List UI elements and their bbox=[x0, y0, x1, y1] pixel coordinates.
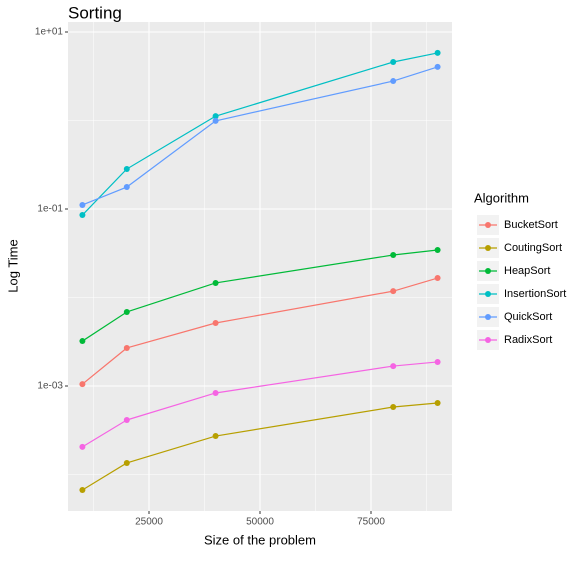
point bbox=[212, 433, 219, 440]
point bbox=[79, 201, 86, 208]
x-tick-label: 50000 bbox=[246, 517, 274, 528]
point bbox=[123, 308, 130, 315]
legend-point bbox=[485, 268, 491, 274]
legend-label: RadixSort bbox=[504, 334, 552, 346]
point bbox=[434, 275, 441, 282]
legend-point bbox=[485, 337, 491, 343]
legend-label: HeapSort bbox=[504, 265, 550, 277]
point bbox=[212, 320, 219, 327]
x-axis-title: Size of the problem bbox=[204, 532, 316, 547]
x-tick-label: 25000 bbox=[135, 517, 163, 528]
point bbox=[434, 358, 441, 365]
point bbox=[212, 279, 219, 286]
point bbox=[79, 381, 86, 388]
y-tick-label: 1e-03 bbox=[37, 381, 63, 392]
legend-point bbox=[485, 291, 491, 297]
point bbox=[434, 63, 441, 70]
chart-title: Sorting bbox=[68, 3, 122, 22]
legend-point bbox=[485, 314, 491, 320]
point bbox=[390, 363, 397, 370]
legend-label: QuickSort bbox=[504, 311, 552, 323]
legend-title: Algorithm bbox=[474, 190, 529, 205]
point bbox=[212, 113, 219, 120]
legend-point bbox=[485, 222, 491, 228]
point bbox=[390, 59, 397, 66]
point bbox=[212, 117, 219, 124]
y-axis-title: Log Time bbox=[5, 239, 20, 292]
point bbox=[434, 49, 441, 56]
point bbox=[123, 184, 130, 191]
x-tick-label: 75000 bbox=[357, 517, 385, 528]
y-tick-label: 1e+01 bbox=[35, 27, 64, 38]
legend-label: CoutingSort bbox=[504, 242, 562, 254]
point bbox=[390, 78, 397, 85]
point bbox=[212, 389, 219, 396]
legend-point bbox=[485, 245, 491, 251]
point bbox=[123, 459, 130, 466]
legend-label: BucketSort bbox=[504, 219, 558, 231]
y-tick-label: 1e-01 bbox=[37, 204, 63, 215]
point bbox=[79, 212, 86, 219]
point bbox=[123, 416, 130, 423]
point bbox=[123, 166, 130, 173]
point bbox=[390, 288, 397, 295]
point bbox=[434, 399, 441, 406]
point bbox=[79, 487, 86, 494]
point bbox=[390, 252, 397, 259]
point bbox=[434, 247, 441, 254]
point bbox=[79, 443, 86, 450]
legend-label: InsertionSort bbox=[504, 288, 566, 300]
point bbox=[79, 338, 86, 345]
point bbox=[390, 404, 397, 411]
point bbox=[123, 344, 130, 351]
